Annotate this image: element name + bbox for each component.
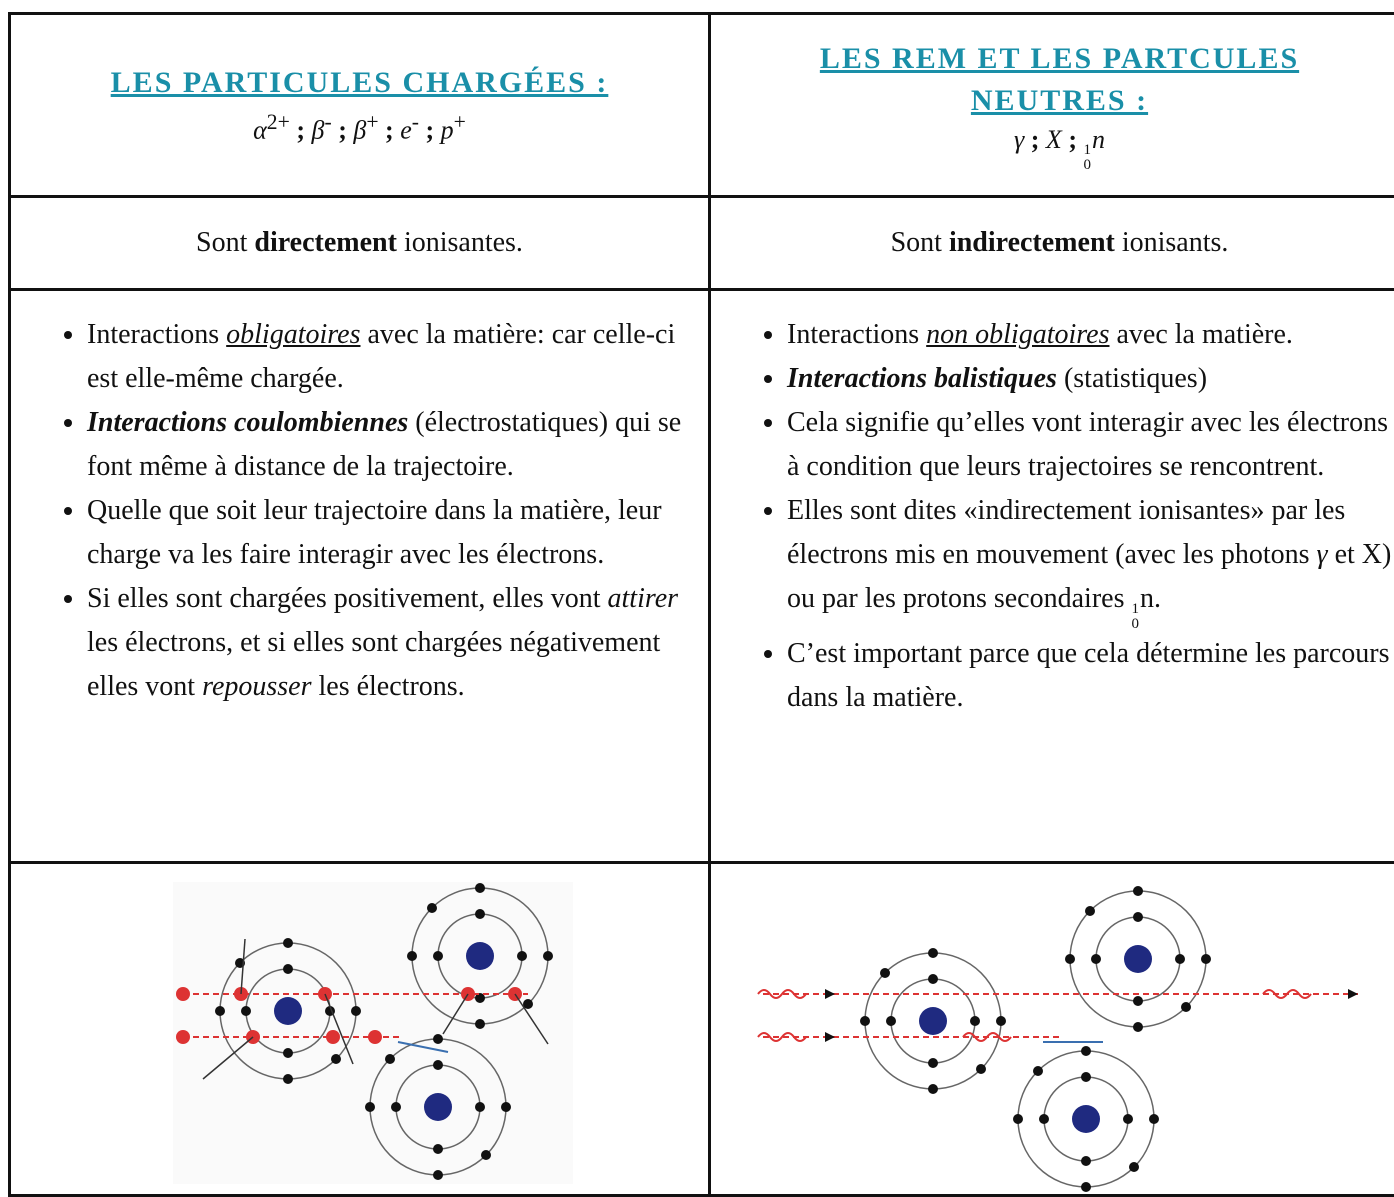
column-title: LES PARTICULES CHARGÉES : bbox=[11, 62, 708, 104]
formula: α2+ ; β- ; β+ ; e- ; p+ bbox=[11, 104, 708, 149]
text-run: Elles sont dites «indirectement ionisant… bbox=[787, 495, 1345, 570]
text-run: ; bbox=[1062, 125, 1084, 154]
bullet-item: Interactions non obligatoires avec la ma… bbox=[787, 313, 1394, 357]
symbol: β bbox=[353, 115, 366, 144]
text-run: ; bbox=[332, 115, 354, 144]
symbol: n bbox=[1092, 125, 1105, 154]
image-cell bbox=[710, 863, 1394, 1196]
column-title: LES REM ET LES PARTCULES bbox=[711, 38, 1394, 80]
text-run: Interactions bbox=[87, 319, 226, 350]
comparison-table: LES PARTICULES CHARGÉES :α2+ ; β- ; β+ ;… bbox=[8, 12, 1394, 1197]
text-run: (statistiques) bbox=[1057, 363, 1207, 394]
text-run: obligatoires bbox=[226, 319, 360, 350]
text-run: avec la matière. bbox=[1109, 319, 1292, 350]
text-run: Interactions balistiques bbox=[787, 363, 1057, 394]
bullet-item: Interactions coulombiennes (électrostati… bbox=[87, 401, 694, 489]
text-run: Sont bbox=[196, 227, 254, 258]
text-run: indirectement bbox=[949, 227, 1115, 258]
bullets-cell: Interactions obligatoires avec la matièr… bbox=[10, 290, 710, 863]
text-run: ; bbox=[419, 115, 441, 144]
text-run: ionisantes. bbox=[397, 227, 523, 258]
text-run: repousser bbox=[202, 671, 311, 702]
text-run: ; bbox=[379, 115, 401, 144]
symbol: e bbox=[400, 115, 412, 144]
neutral-particles-diagram bbox=[711, 864, 1394, 1194]
text-run: γ bbox=[1317, 539, 1328, 570]
bullet-item: C’est important parce que cela détermine… bbox=[787, 632, 1394, 720]
superscript: + bbox=[366, 110, 378, 134]
image-cell bbox=[10, 863, 710, 1196]
bullet-item: Si elles sont chargées positivement, ell… bbox=[87, 577, 694, 709]
superscript: + bbox=[454, 110, 466, 134]
mass-number: 1 bbox=[1083, 143, 1091, 158]
superscript: 2+ bbox=[267, 110, 290, 134]
atomic-number: 0 bbox=[1083, 158, 1091, 173]
text-run: non obligatoires bbox=[926, 319, 1109, 350]
text-run: ; bbox=[290, 115, 312, 144]
symbol: p bbox=[441, 115, 454, 144]
text-run: . bbox=[1154, 583, 1161, 614]
text-run: Si elles sont chargées positivement, ell… bbox=[87, 583, 608, 614]
bullets-cell: Interactions non obligatoires avec la ma… bbox=[710, 290, 1394, 863]
symbol: α bbox=[253, 115, 267, 144]
text-run: C’est important parce que cela détermine… bbox=[787, 638, 1390, 713]
symbol: β bbox=[312, 115, 325, 144]
bullet-list: Interactions non obligatoires avec la ma… bbox=[711, 313, 1394, 720]
header-cell: LES PARTICULES CHARGÉES :α2+ ; β- ; β+ ;… bbox=[10, 14, 710, 197]
text-run: Interactions coulombiennes bbox=[87, 407, 408, 438]
column-title: NEUTRES : bbox=[711, 80, 1394, 122]
bullet-item: Interactions obligatoires avec la matièr… bbox=[87, 313, 694, 401]
bullet-list: Interactions obligatoires avec la matièr… bbox=[11, 313, 708, 709]
text-run: Cela signifie qu’elles vont interagir av… bbox=[787, 407, 1388, 482]
superscript: - bbox=[412, 110, 419, 134]
text-run: attirer bbox=[608, 583, 679, 614]
bullet-item: Cela signifie qu’elles vont interagir av… bbox=[787, 401, 1394, 489]
mass-number: 1 bbox=[1131, 602, 1139, 617]
ionisation-cell: Sont directement ionisantes. bbox=[10, 197, 710, 290]
text-run: ; bbox=[1024, 125, 1046, 154]
charged-particles-diagram bbox=[11, 864, 708, 1194]
text-run: les électrons. bbox=[312, 671, 465, 702]
ionisation-cell: Sont indirectement ionisants. bbox=[710, 197, 1394, 290]
bullet-item: Elles sont dites «indirectement ionisant… bbox=[787, 489, 1394, 632]
text-run: directement bbox=[254, 227, 397, 258]
text-run: Sont bbox=[891, 227, 949, 258]
bullet-item: Interactions balistiques (statistiques) bbox=[787, 357, 1394, 401]
bullet-item: Quelle que soit leur trajectoire dans la… bbox=[87, 489, 694, 577]
superscript: - bbox=[324, 110, 331, 134]
symbol: γ bbox=[1014, 125, 1024, 154]
text-run: ionisants. bbox=[1115, 227, 1229, 258]
symbol: X bbox=[1046, 125, 1062, 154]
text-run: Interactions bbox=[787, 319, 926, 350]
text-run: Quelle que soit leur trajectoire dans la… bbox=[87, 495, 662, 570]
symbol: n bbox=[1140, 583, 1154, 614]
atomic-number: 0 bbox=[1131, 617, 1139, 632]
